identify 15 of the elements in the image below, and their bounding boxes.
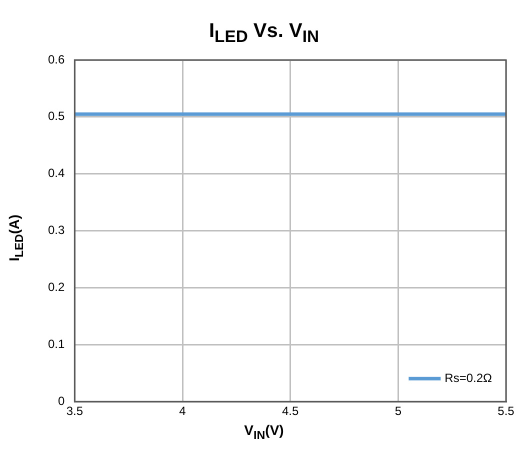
chart-title: I$_{LED}$ Vs. V$_{IN}$: [208, 20, 320, 47]
y-tick-label: 0.6: [48, 52, 65, 66]
y-tick-label: 0.3: [48, 223, 65, 238]
x-tick-label: 5: [394, 404, 402, 418]
y-tick-label: 0.4: [48, 166, 65, 180]
x-tick-label: 4.5: [282, 404, 300, 418]
y-tick-label: 0.1: [48, 336, 65, 351]
legend-label: Rs=0.2Ω: [444, 370, 492, 385]
x-tick-label: 5.5: [498, 404, 515, 418]
y-tick-label: 0.2: [48, 280, 65, 294]
x-axis-title: V$_{IN}$(V): [243, 422, 285, 442]
x-tick-label: 3.5: [66, 404, 84, 418]
y-tick-label: 0.5: [48, 109, 65, 124]
y-tick-label: 0: [58, 394, 65, 408]
x-tick-label: 4: [179, 404, 186, 418]
